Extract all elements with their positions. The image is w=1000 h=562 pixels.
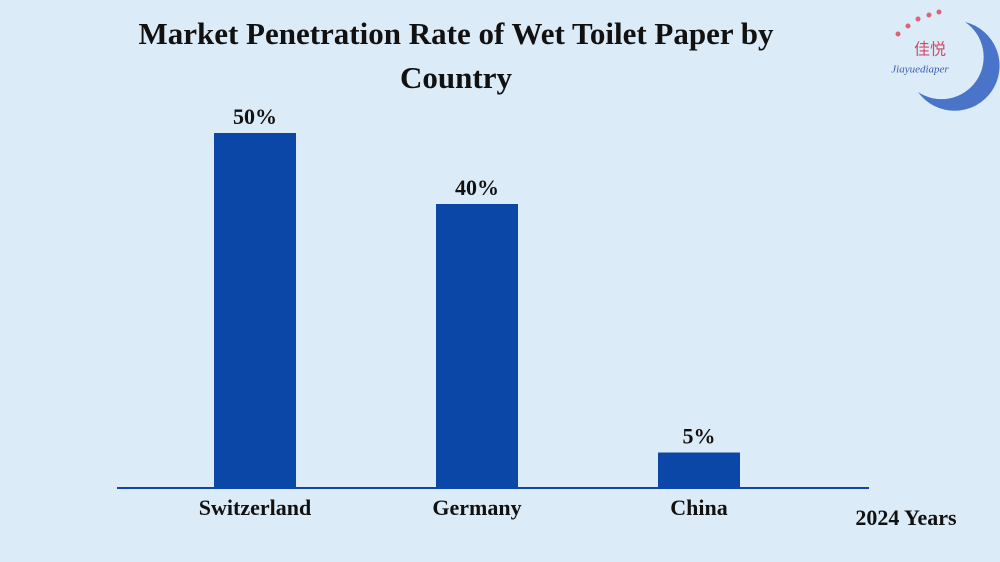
value-label: 5% <box>683 424 716 449</box>
x-tick-label: Germany <box>432 495 521 520</box>
x-tick-label: Switzerland <box>199 495 311 520</box>
bar <box>436 204 518 488</box>
bar <box>658 452 740 488</box>
logo-moon <box>918 22 1000 111</box>
logo-stars <box>895 9 942 37</box>
bar <box>214 133 296 488</box>
x-tick-label: China <box>670 495 727 520</box>
logo-text: 佳悦 <box>914 41 946 59</box>
logo-subtext: Jiayuediaper <box>891 64 949 76</box>
value-label: 40% <box>455 175 499 200</box>
value-label: 50% <box>233 104 277 129</box>
annotation: 2024 Years <box>855 505 957 530</box>
chart-title: Market Penetration Rate of Wet Toilet Pa… <box>138 16 774 95</box>
logo: 佳悦 Jiayuediaper <box>891 9 1000 111</box>
